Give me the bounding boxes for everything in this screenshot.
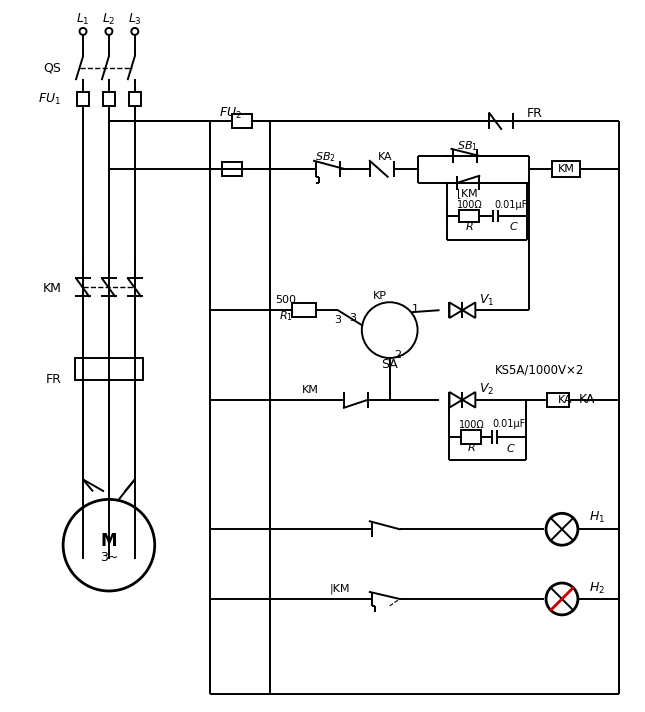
Polygon shape bbox=[450, 392, 462, 407]
Text: 100Ω: 100Ω bbox=[457, 199, 482, 209]
Text: 100Ω: 100Ω bbox=[459, 419, 484, 430]
Text: $L_3$: $L_3$ bbox=[128, 12, 142, 27]
Text: 3: 3 bbox=[335, 315, 341, 325]
Text: R: R bbox=[468, 443, 475, 453]
Bar bbox=[223, 162, 243, 176]
Text: $H_2$: $H_2$ bbox=[589, 580, 605, 595]
Text: KM: KM bbox=[302, 385, 319, 395]
Bar bbox=[129, 92, 141, 106]
Circle shape bbox=[362, 302, 417, 358]
Text: KA: KA bbox=[579, 393, 595, 407]
Bar bbox=[292, 303, 316, 317]
Text: C: C bbox=[506, 444, 514, 454]
Polygon shape bbox=[462, 303, 475, 318]
Text: KA: KA bbox=[558, 395, 573, 405]
Bar bbox=[75, 358, 143, 380]
Text: $FU_1$: $FU_1$ bbox=[38, 92, 61, 107]
Text: KS5A/1000V×2: KS5A/1000V×2 bbox=[494, 363, 584, 377]
Text: 2: 2 bbox=[394, 350, 401, 360]
Text: 500: 500 bbox=[275, 295, 297, 305]
Text: $FU_2$: $FU_2$ bbox=[219, 105, 242, 120]
Text: SA: SA bbox=[381, 358, 398, 372]
Text: KA: KA bbox=[377, 152, 392, 162]
Bar bbox=[552, 161, 580, 177]
Bar bbox=[232, 114, 252, 128]
Bar bbox=[103, 92, 115, 106]
Text: FR: FR bbox=[45, 373, 61, 387]
Text: R: R bbox=[466, 221, 473, 231]
Text: |KM: |KM bbox=[330, 584, 350, 595]
Bar bbox=[77, 92, 89, 106]
Polygon shape bbox=[450, 303, 462, 318]
Circle shape bbox=[546, 513, 578, 545]
Text: $SB_1$: $SB_1$ bbox=[457, 139, 478, 153]
Text: M: M bbox=[101, 532, 117, 550]
Circle shape bbox=[79, 28, 86, 35]
Text: $L_2$: $L_2$ bbox=[102, 12, 115, 27]
Text: $SB_2$: $SB_2$ bbox=[315, 150, 335, 164]
Circle shape bbox=[132, 28, 138, 35]
Text: KP: KP bbox=[373, 291, 387, 301]
Text: FR: FR bbox=[527, 107, 543, 120]
Polygon shape bbox=[462, 392, 475, 407]
Circle shape bbox=[546, 583, 578, 615]
Text: 0.01μF: 0.01μF bbox=[493, 419, 526, 429]
Text: KM: KM bbox=[557, 164, 575, 174]
Circle shape bbox=[105, 28, 112, 35]
Text: KM: KM bbox=[43, 282, 61, 295]
Text: $V_2$: $V_2$ bbox=[479, 382, 494, 397]
Text: $V_1$: $V_1$ bbox=[479, 293, 494, 308]
Text: C: C bbox=[510, 221, 517, 231]
Text: QS: QS bbox=[43, 62, 61, 75]
Text: 3: 3 bbox=[350, 313, 357, 323]
Text: 1: 1 bbox=[412, 304, 419, 314]
Bar bbox=[547, 393, 569, 407]
Text: $H_1$: $H_1$ bbox=[589, 510, 605, 525]
Bar bbox=[461, 429, 481, 444]
Text: 0.01μF: 0.01μF bbox=[495, 199, 528, 209]
Text: $L_1$: $L_1$ bbox=[76, 12, 90, 27]
Bar bbox=[459, 209, 479, 221]
Text: $R_1$: $R_1$ bbox=[279, 309, 293, 323]
Circle shape bbox=[63, 499, 155, 591]
Text: 3~: 3~ bbox=[100, 550, 118, 564]
Text: $\lfloor$KM: $\lfloor$KM bbox=[456, 187, 479, 201]
